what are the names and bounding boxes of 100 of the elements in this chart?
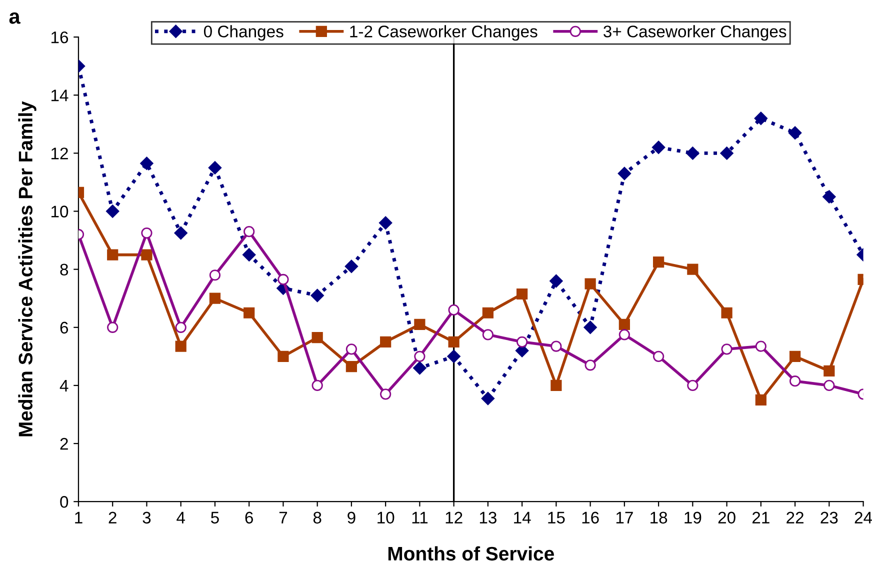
point <box>516 336 528 348</box>
point <box>550 380 562 392</box>
point <box>107 249 118 260</box>
y-tick-label: 6 <box>60 322 68 334</box>
point <box>106 204 120 218</box>
point <box>481 392 495 406</box>
legend-label: 0 Changes <box>204 25 284 41</box>
point <box>584 320 597 334</box>
point <box>312 380 323 392</box>
x-tick-label: 13 <box>480 512 496 524</box>
point <box>448 336 460 348</box>
point <box>584 278 596 290</box>
point <box>141 227 152 239</box>
point <box>140 156 154 170</box>
x-tick-label: 6 <box>245 512 253 524</box>
point <box>378 216 392 230</box>
x-tick-label: 11 <box>412 512 428 524</box>
x-tick-label: 15 <box>548 512 565 524</box>
y-tick-label: 8 <box>60 264 68 276</box>
y-tick-label: 4 <box>60 380 68 392</box>
point <box>720 146 734 160</box>
x-tick-label: 19 <box>684 512 702 524</box>
point <box>755 340 766 352</box>
x-tick-label: 5 <box>211 512 219 524</box>
point <box>414 318 426 330</box>
point <box>312 332 323 344</box>
point <box>516 288 528 300</box>
point <box>584 360 596 371</box>
point <box>721 344 732 355</box>
point <box>346 344 358 355</box>
point <box>107 322 118 333</box>
point <box>278 274 289 286</box>
y-tick-label: 10 <box>51 206 68 218</box>
point <box>788 126 802 140</box>
y-tick-label: 14 <box>51 90 68 102</box>
point <box>209 270 221 281</box>
x-tick-label: 17 <box>616 512 633 524</box>
point <box>550 340 562 352</box>
x-tick-label: 10 <box>378 512 394 524</box>
x-tick-label: 1 <box>75 512 82 524</box>
x-tick-label: 23 <box>820 512 838 524</box>
x-tick-label: 21 <box>752 512 770 524</box>
point <box>244 226 255 238</box>
point <box>789 350 801 362</box>
point <box>687 264 698 275</box>
point <box>652 140 666 154</box>
x-tick-label: 7 <box>279 512 288 524</box>
x-tick-label: 22 <box>786 512 804 524</box>
point <box>652 256 664 268</box>
point <box>346 361 358 372</box>
point <box>414 350 426 362</box>
point <box>310 288 324 302</box>
point <box>208 161 222 174</box>
y-tick-label: 12 <box>51 148 68 160</box>
x-axis-title: Months of Service <box>388 546 554 561</box>
point <box>413 361 426 375</box>
legend-label: 3+ Caseworker Changes <box>604 25 786 41</box>
point <box>550 274 563 288</box>
point <box>344 260 358 274</box>
point <box>822 190 836 204</box>
text: a <box>9 12 20 24</box>
point <box>824 365 835 376</box>
x-tick-label: 4 <box>176 512 185 524</box>
y-tick-label: 2 <box>60 438 68 450</box>
y-tick-label: 0 <box>60 496 68 508</box>
point <box>141 249 152 260</box>
x-tick-label: 2 <box>108 512 116 524</box>
point <box>618 166 632 180</box>
y-tick-label: 16 <box>51 31 68 44</box>
point <box>447 350 460 364</box>
point <box>209 292 221 304</box>
x-tick-label: 20 <box>718 512 736 524</box>
point <box>652 350 664 362</box>
x-tick-label: 9 <box>348 512 356 524</box>
point <box>482 307 494 318</box>
legend-label: 1-2 Caseworker Changes <box>350 25 538 41</box>
y-axis-title: Median Service Activities Per Family <box>18 101 36 436</box>
point <box>618 318 630 330</box>
point <box>824 380 835 392</box>
x-tick-label: 18 <box>650 512 668 524</box>
point <box>754 112 768 125</box>
point <box>244 307 255 318</box>
point <box>618 329 630 340</box>
point <box>721 307 732 318</box>
point <box>482 329 494 340</box>
point <box>278 350 289 362</box>
point <box>789 376 801 387</box>
point <box>687 380 698 392</box>
x-tick-label: 12 <box>446 512 462 524</box>
x-tick-label: 8 <box>313 512 322 524</box>
point <box>380 336 392 348</box>
point <box>242 248 256 262</box>
point <box>174 226 188 240</box>
x-tick-label: 24 <box>854 512 872 524</box>
point <box>686 146 700 160</box>
point <box>175 322 186 333</box>
point <box>175 340 186 352</box>
point <box>448 304 460 316</box>
x-tick-label: 14 <box>514 512 531 524</box>
x-tick-label: 16 <box>582 512 599 524</box>
